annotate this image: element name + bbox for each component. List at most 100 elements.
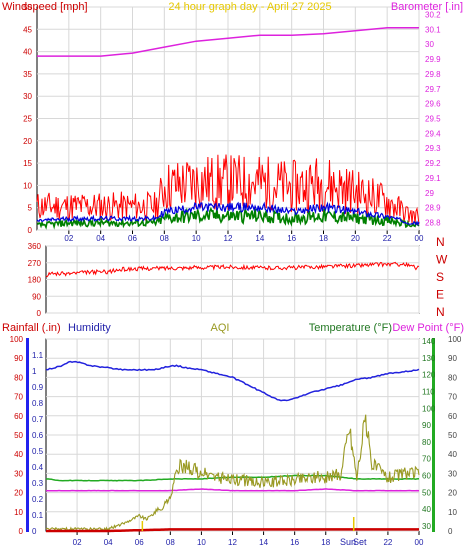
temp-tick-label: 40: [422, 505, 431, 514]
graph-title: 24 hour graph day - April 27 2025: [168, 1, 331, 13]
wind-tick-label: 0: [28, 226, 33, 235]
wind-tick-label: 25: [23, 115, 32, 124]
humidity-tick-label: 50: [14, 431, 23, 440]
baro-tick-label: 29.6: [425, 100, 441, 109]
temp-tick-label: 90: [422, 421, 431, 430]
humidity-ticks: 0 10 20 30 40 50 60 70 80 90 100: [10, 335, 24, 536]
baro-tick-label: 29.8: [425, 70, 441, 79]
temp-tick-label: 70: [422, 455, 431, 464]
baro-tick-label: 28.9: [425, 204, 441, 213]
temp-tick-label: 140: [422, 337, 436, 346]
baro-tick-label: 29.5: [425, 115, 441, 124]
wind-x-tick-label: 10: [192, 234, 201, 243]
wind-left-ticks: 0 5 10 15 20 25 30 35 40 45 50: [23, 3, 32, 235]
rainfall-axis-label: Rainfall (.in): [2, 322, 61, 334]
rain-tick-label: 1: [32, 367, 37, 376]
rain-tick-label: 0.8: [32, 399, 44, 408]
temp-tick-label: 50: [422, 488, 431, 497]
wind-tick-label: 20: [23, 137, 32, 146]
temp-tick-label: 120: [422, 371, 436, 380]
wind-tick-label: 30: [23, 92, 32, 101]
rain-tick-label: 0.3: [32, 479, 44, 488]
temp-tick-label: 30: [422, 522, 431, 531]
aqi-line: [45, 414, 420, 532]
wind-x-tick-label: 06: [128, 234, 137, 243]
wind-speed-line: [36, 201, 420, 227]
temp-x-tick-label: 06: [135, 538, 144, 547]
baro-tick-label: 29.4: [425, 129, 441, 138]
temp-x-tick-label: 16: [290, 538, 299, 547]
humidity-tick-label: 20: [14, 489, 23, 498]
temp-x-tick-label: 12: [228, 538, 237, 547]
rain-tick-label: 0.1: [32, 511, 44, 520]
direction-tick-label: 90: [32, 292, 41, 301]
wind-x-tick-label: 00: [415, 234, 424, 243]
rain-tick-label: 1.1: [32, 351, 44, 360]
compass-label: W: [436, 253, 448, 267]
baro-tick-label: 30.2: [425, 10, 441, 19]
temp-tick-label: 100: [422, 404, 436, 413]
wind-gust-line: [36, 154, 420, 225]
rain-tick-label: 0.2: [32, 495, 44, 504]
humidity-axis-bar: [26, 338, 29, 532]
humidity-tick-label: 90: [14, 354, 23, 363]
wind-x-tick-label: 04: [96, 234, 105, 243]
baro-tick-label: 29.2: [425, 159, 441, 168]
wind-tick-label: 10: [23, 181, 32, 190]
wind-tick-label: 15: [23, 159, 32, 168]
compass-label: E: [436, 288, 444, 302]
wind-tick-label: 5: [28, 204, 33, 213]
baro-right-ticks: 28.8 28.9 29 29.1 29.2 29.3 29.4 29.5 29.6 29.7 29…: [425, 10, 441, 227]
temp-series: [45, 360, 420, 533]
humidity-tick-label: 60: [14, 412, 23, 421]
aqi-tick-label: 0: [448, 527, 453, 536]
humidity-axis-label: Humidity: [68, 322, 111, 334]
temp-x-tick-label: 00: [415, 538, 424, 547]
direction-tick-label: 270: [28, 259, 42, 268]
temp-x-tick-label: 08: [166, 538, 175, 547]
baro-tick-label: 30.1: [425, 25, 441, 34]
temp-x-ticks: 02 04 06 08 10 12 14 16 18 22 00: [73, 538, 424, 547]
humidity-tick-label: 0: [19, 527, 24, 536]
rainfall-line: [46, 528, 419, 533]
baro-series: [37, 27, 419, 57]
humidity-tick-label: 80: [14, 373, 23, 382]
aqi-tick-label: 50: [448, 431, 457, 440]
rain-tick-label: 0.9: [32, 383, 44, 392]
wind-series: [36, 154, 420, 230]
aqi-tick-label: 40: [448, 450, 457, 459]
humidity-tick-label: 30: [14, 469, 23, 478]
wind-x-tick-label: 02: [64, 234, 73, 243]
aqi-tick-label: 20: [448, 489, 457, 498]
baro-tick-label: 29.1: [425, 174, 441, 183]
aqi-ticks: 0 10 20 30 40 50 60 70 80 90 100: [448, 335, 462, 536]
baro-tick-label: 30: [425, 40, 434, 49]
direction-tick-label: 0: [37, 309, 42, 318]
rain-tick-label: 0.4: [32, 463, 44, 472]
temp-x-tick-label: 22: [383, 538, 392, 547]
wind-x-tick-label: 22: [383, 234, 392, 243]
temp-ticks: 30 40 50 60 70 80 90 100 110 120 130 140: [422, 337, 436, 531]
direction-tick-label: 360: [28, 242, 42, 251]
wind-average-line: [36, 206, 420, 230]
aqi-tick-label: 100: [448, 335, 462, 344]
temp-axis-bar: [432, 338, 435, 532]
temp-tick-label: 60: [422, 472, 431, 481]
aqi-axis-label: AQI: [211, 322, 230, 334]
wind-x-tick-label: 16: [287, 234, 296, 243]
direction-tick-label: 180: [28, 276, 42, 285]
baro-tick-label: 29.9: [425, 55, 441, 64]
baro-tick-label: 29.7: [425, 85, 441, 94]
wind-x-ticks: 02 04 06 08 10 12 14 16 18 20 22 00: [64, 234, 424, 243]
aqi-tick-label: 90: [448, 354, 457, 363]
rain-tick-label: 0: [32, 527, 37, 536]
wind-x-tick-label: 14: [255, 234, 264, 243]
wind-tick-label: 35: [23, 70, 32, 79]
temp-x-tick-label: 02: [73, 538, 82, 547]
wind-tick-label: 40: [23, 48, 32, 57]
barometer-axis-label: Barometer [.in]: [391, 1, 463, 13]
